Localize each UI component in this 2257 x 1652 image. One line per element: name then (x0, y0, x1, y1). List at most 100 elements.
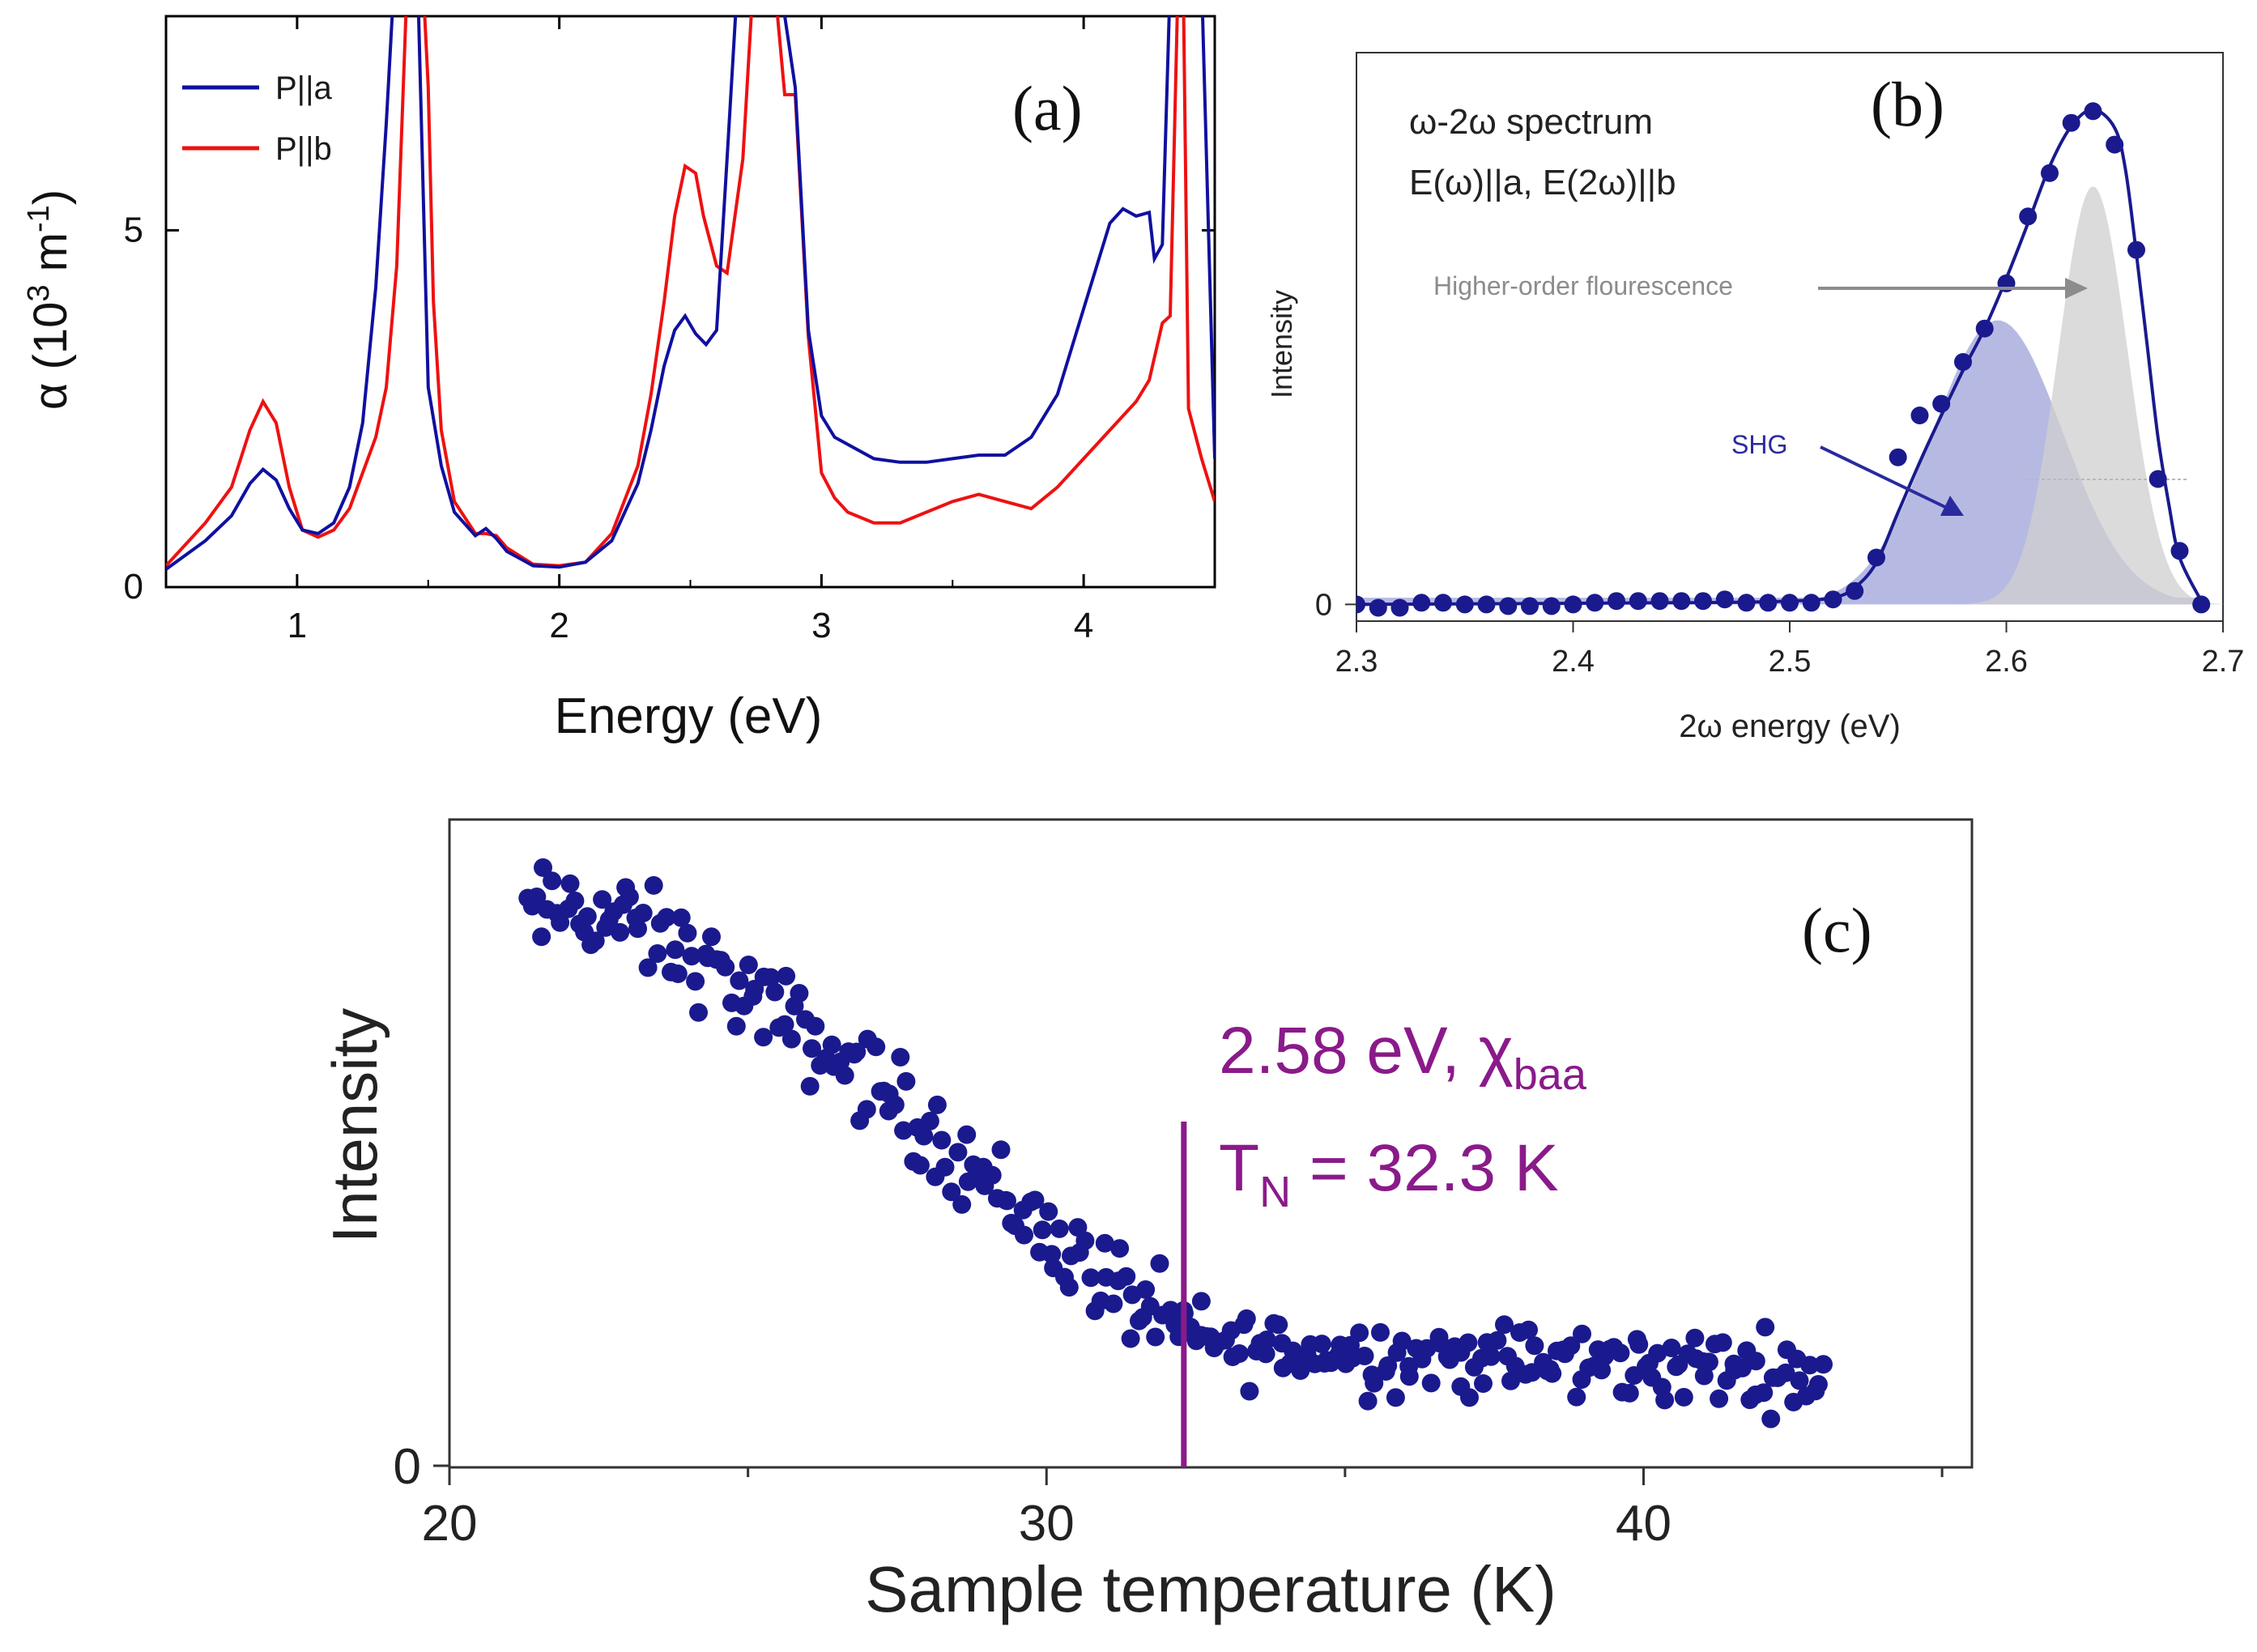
x-tick-label-b: 2.3 (1335, 645, 1378, 679)
panel-b: 2.3 2.4 2.5 2.6 2.7 0 ω-2ω spectrum E(ω)||a, … (1265, 52, 2245, 744)
x-tick-label-a: 4 (1074, 606, 1093, 645)
data-point-c (1525, 1336, 1544, 1356)
data-point-c (775, 1015, 794, 1034)
data-point-c (689, 1003, 708, 1022)
x-tick-label-c: 40 (1616, 1496, 1671, 1552)
fluorescence-peak-area (1954, 186, 2223, 605)
data-point-c (1543, 1364, 1562, 1383)
data-point-c (1257, 1331, 1276, 1349)
x-axis-label-c: Sample temperature (K) (865, 1553, 1556, 1625)
data-point-c (998, 1191, 1016, 1211)
data-point-c (1662, 1339, 1681, 1357)
fluorescence-annotation: Higher-order flourescence (1433, 271, 1733, 300)
data-point-c (1042, 1245, 1062, 1264)
legend-label-pb: P||b (275, 131, 332, 167)
data-point-c (1808, 1375, 1828, 1394)
data-point-c (1756, 1318, 1775, 1337)
data-point-c (822, 1035, 841, 1054)
data-point-c (754, 1028, 773, 1047)
data-point-b (1356, 595, 1365, 614)
data-point-b (1629, 592, 1647, 611)
legend: P||a P||b (182, 70, 332, 167)
data-point-c (1814, 1355, 1833, 1374)
y-axis-label-a: α (103 m-1) (22, 189, 77, 410)
panel-b-title-line1: ω-2ω spectrum (1409, 102, 1653, 142)
data-point-c (551, 913, 570, 932)
data-point-b (1477, 595, 1496, 614)
data-point-c (910, 1156, 930, 1175)
panel-b-tick-labels: 2.3 2.4 2.5 2.6 2.7 0 (1315, 588, 2245, 679)
data-point-c (920, 1111, 939, 1130)
data-point-c (560, 874, 580, 893)
data-point-c (682, 947, 701, 966)
data-point-b (2041, 164, 2059, 182)
panel-c-frame (448, 818, 1974, 1469)
data-point-c (648, 944, 667, 963)
data-point-c (620, 888, 639, 907)
data-point-c (1674, 1387, 1693, 1407)
data-point-c (1699, 1352, 1718, 1372)
data-point-c (1050, 1219, 1069, 1238)
data-point-b (1434, 594, 1452, 612)
data-point-c (1358, 1391, 1378, 1411)
x-axis-label-a: Energy (eV) (555, 688, 823, 744)
data-point-c (894, 1121, 913, 1140)
data-point-c (1800, 1356, 1820, 1375)
data-point-b (1564, 595, 1582, 614)
data-point-c (1685, 1328, 1705, 1348)
data-point-c (593, 890, 612, 909)
data-point-c (668, 964, 688, 983)
y-tick-label-b: 0 (1315, 588, 1332, 622)
data-point-b (2062, 113, 2080, 132)
series-line-p-parallel-a (166, 16, 1215, 571)
data-point-b (1867, 548, 1885, 567)
y-axis-label-c: Intensity (319, 1008, 390, 1243)
data-point-c (1567, 1387, 1586, 1407)
data-point-c (1460, 1388, 1479, 1407)
data-point-c (1776, 1363, 1795, 1382)
data-point-c (1104, 1294, 1123, 1314)
data-point-c (1355, 1347, 1374, 1365)
data-point-c (1710, 1389, 1729, 1408)
y-tick-label-a: 0 (124, 567, 143, 607)
panel-label-c: (c) (1802, 895, 1872, 965)
data-point-c (847, 1042, 867, 1062)
data-point-c (1392, 1331, 1412, 1351)
data-point-c (896, 1071, 916, 1091)
x-tick-label-a: 1 (287, 606, 307, 645)
data-point-c (1033, 1220, 1052, 1240)
data-point-c (942, 1182, 961, 1202)
data-point-c (1386, 1388, 1405, 1407)
data-point-b (1694, 592, 1712, 611)
series-line-p-parallel-b (166, 16, 1215, 568)
data-point-b (1412, 594, 1431, 612)
data-point-c (1713, 1333, 1732, 1352)
data-point-c (1312, 1335, 1331, 1354)
data-point-c (730, 971, 749, 990)
data-point-c (1059, 1278, 1079, 1297)
data-point-c (1655, 1390, 1675, 1410)
data-point-c (982, 1165, 1002, 1185)
data-point-c (1256, 1344, 1275, 1364)
x-tick-label-a: 2 (549, 606, 569, 645)
data-point-c (702, 927, 721, 947)
data-point-c (1191, 1292, 1211, 1311)
data-point-c (1025, 1190, 1045, 1210)
x-tick-label-a: 3 (811, 606, 831, 645)
data-point-c (1746, 1352, 1765, 1371)
panel-a-ticks (166, 16, 1215, 589)
data-point-c (991, 1140, 1011, 1160)
data-point-c (1474, 1374, 1493, 1393)
panel-a: 1 2 3 4 0 5 P||a P||b (a) Energy (eV) α (103 … (22, 15, 1216, 744)
data-point-c (1459, 1333, 1478, 1352)
data-point-c (1110, 1239, 1130, 1258)
data-point-c (952, 1194, 972, 1214)
data-point-b (2019, 207, 2038, 226)
data-point-c (716, 957, 735, 977)
panel-label-b: (b) (1871, 69, 1944, 139)
data-point-c (1350, 1323, 1369, 1343)
y-tick-label-a: 5 (124, 210, 143, 249)
shg-annotation: SHG (1731, 430, 1787, 459)
data-point-b (1390, 598, 1409, 617)
data-point-c (935, 1157, 955, 1177)
